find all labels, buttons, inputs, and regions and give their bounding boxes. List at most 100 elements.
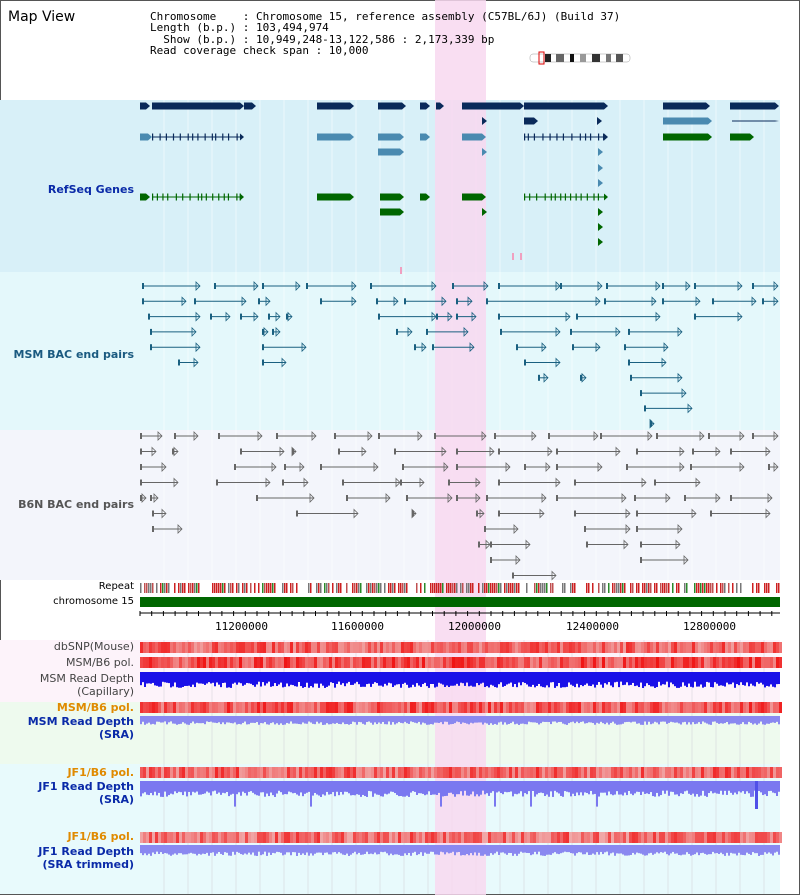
read-depth-bar [362, 845, 364, 855]
label-msm-pol-sra[interactable]: MSM/B6 pol. [56, 701, 134, 714]
polymorphism-cell [662, 642, 665, 653]
polymorphism-cell [200, 657, 203, 668]
polymorphism-cell [485, 832, 488, 843]
polymorphism-cell [461, 642, 464, 653]
read-depth-bar [242, 845, 244, 855]
bac-end [580, 374, 582, 381]
polymorphism-cell [734, 832, 737, 843]
read-depth-bar [460, 781, 462, 792]
polymorphism-cell [464, 767, 467, 778]
polymorphism-cell [410, 657, 413, 668]
label-jf1-trim-sub: (SRA trimmed) [42, 858, 134, 871]
repeat-element [514, 583, 516, 593]
polymorphism-cell [650, 657, 653, 668]
label-jf1-depth[interactable]: JF1 Read Depth [38, 780, 134, 793]
read-depth-bar [666, 781, 668, 791]
label-msm-depth-sra[interactable]: MSM Read Depth [27, 715, 134, 728]
polymorphism-cell [563, 702, 566, 713]
label-b6n-bac[interactable]: B6N BAC end pairs [18, 498, 134, 511]
read-depth-bar [640, 845, 642, 854]
polymorphism-cell [257, 657, 260, 668]
gene-strand-arrow [775, 102, 779, 110]
read-depth-bar [146, 845, 148, 856]
read-depth-bar [538, 672, 540, 684]
read-depth-bar [430, 781, 432, 795]
label-msm-bac[interactable]: MSM BAC end pairs [13, 348, 134, 361]
polymorphism-cell [221, 642, 224, 653]
repeat-element [296, 583, 298, 593]
repeat-element [712, 583, 714, 593]
polymorphism-cell [467, 767, 470, 778]
label-jf1-trim[interactable]: JF1 Read Depth [38, 845, 134, 858]
polymorphism-cell [731, 832, 734, 843]
repeat-element [678, 583, 680, 593]
repeat-element [466, 583, 468, 593]
bac-end [240, 448, 242, 455]
read-depth-bar [594, 845, 596, 855]
bac-end [296, 510, 298, 517]
bac-end [641, 477, 647, 488]
polymorphism-cell [296, 767, 299, 778]
label-msm-depth-cap[interactable]: MSM Read Depth [39, 672, 134, 685]
gene-exon [593, 193, 595, 201]
read-depth-bar [640, 672, 642, 683]
bac-end [576, 313, 578, 320]
read-depth-bar [476, 781, 478, 795]
read-depth-bar [580, 672, 582, 686]
read-depth-bar [332, 781, 334, 793]
polymorphism-cell [359, 767, 362, 778]
repeat-element [398, 583, 400, 593]
polymorphism-cell [497, 657, 500, 668]
polymorphism-cell [485, 657, 488, 668]
gene-exon [570, 193, 572, 201]
read-depth-bar [442, 781, 444, 797]
bac-end [765, 508, 771, 519]
label-refseq-genes[interactable]: RefSeq Genes [47, 183, 134, 196]
repeat-element [624, 583, 626, 593]
read-depth-bar [726, 781, 728, 795]
label-jf1-pol-trim[interactable]: JF1/B6 pol. [67, 830, 134, 843]
polymorphism-cell [269, 767, 272, 778]
label-msm-pol[interactable]: MSM/B6 pol. [66, 656, 134, 669]
polymorphism-cell [569, 702, 572, 713]
read-depth-bar [354, 845, 356, 852]
repeat-element [664, 583, 666, 593]
polymorphism-cell [149, 657, 152, 668]
read-depth-bar [724, 781, 726, 791]
polymorphism-cell [359, 832, 362, 843]
polymorphism-cell [641, 702, 644, 713]
read-depth-bar [172, 781, 174, 795]
read-depth-bar [508, 845, 510, 853]
polymorphism-cell [695, 642, 698, 653]
read-depth-bar [698, 716, 700, 723]
label-jf1-pol[interactable]: JF1/B6 pol. [67, 766, 134, 779]
read-depth-bar [742, 845, 744, 856]
label-dbsnp[interactable]: dbSNP(Mouse) [53, 640, 134, 653]
polymorphism-cell [593, 657, 596, 668]
read-depth-bar [212, 716, 214, 723]
polymorphism-cell [698, 657, 701, 668]
read-depth-bar [328, 845, 330, 855]
polymorphism-cell [221, 832, 224, 843]
polymorphism-cell [761, 767, 764, 778]
read-depth-bar [564, 672, 566, 688]
repeat-element [720, 583, 722, 593]
polymorphism-cell [320, 767, 323, 778]
bac-end [661, 357, 667, 368]
repeat-element [616, 583, 618, 593]
polymorphism-cell [188, 832, 191, 843]
read-depth-bar [386, 672, 388, 686]
repeat-element [602, 583, 604, 593]
polymorphism-cell [320, 702, 323, 713]
read-depth-bar [664, 672, 666, 685]
polymorphism-cell [524, 702, 527, 713]
polymorphism-cell [734, 767, 737, 778]
polymorphism-cell [500, 767, 503, 778]
bac-end [151, 446, 157, 457]
polymorphism-cell [344, 767, 347, 778]
polymorphism-cell [293, 657, 296, 668]
read-depth-bar [514, 781, 516, 794]
repeat-element [492, 583, 494, 593]
read-depth-bar [632, 716, 634, 722]
